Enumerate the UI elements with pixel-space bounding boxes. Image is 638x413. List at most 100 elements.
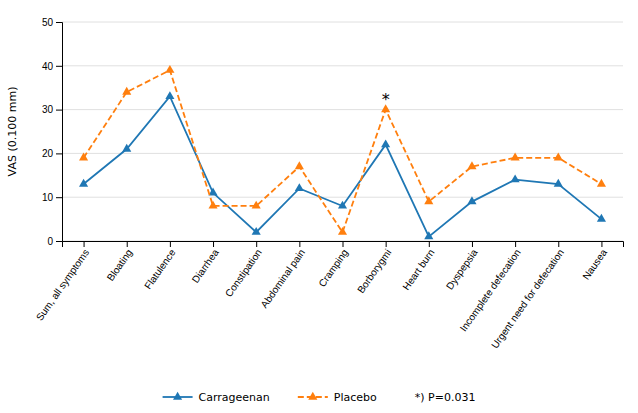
x-tick: Sum, all symptoms [34,241,91,323]
series-marker [424,196,433,204]
x-tick-label: Borborygmi [355,247,393,295]
series-line [84,70,602,232]
x-tick-mark [558,241,559,247]
series-marker [79,153,88,161]
series-marker [79,179,88,187]
x-tick: Constipation [223,241,264,299]
x-tick-mark [299,241,300,247]
x-tick-mark [256,241,257,247]
grid-line [62,153,623,154]
legend-item: Carrageenan [163,391,270,404]
series-group [79,65,606,239]
y-tick: 40 [42,61,62,72]
series-line [84,96,602,236]
x-tick: Bloating [105,241,135,283]
legend-item: Placebo [298,391,377,404]
x-tick: Diarrhea [190,241,221,285]
y-tick-mark [56,153,62,154]
x-tick-mark [472,241,473,247]
series-marker [467,196,476,204]
series-marker [424,231,433,239]
legend-label: Carrageenan [199,391,270,404]
x-tick-label: Dyspepsia [444,247,480,292]
legend: Carrageenan Placebo *) P=0.031 [163,391,476,404]
x-tick-mark [601,241,602,247]
x-axis-line [63,242,624,248]
x-tick-label: Constipation [223,247,264,299]
series-marker [511,174,520,182]
y-tick-mark [56,241,62,242]
x-tick: Urgent need for defecation [489,241,566,350]
legend-note: *) P=0.031 [415,391,476,404]
x-tick-label: Sum, all symptoms [34,247,91,323]
series-marker [511,153,520,161]
x-tick-mark [343,241,344,247]
y-tick-label: 10 [42,192,54,203]
grid-line [62,65,623,66]
legend-marker [173,392,182,400]
series-marker [381,139,390,147]
series-marker [252,227,261,235]
grid-line [62,22,623,23]
y-axis-line [56,23,63,242]
series-marker [165,65,174,73]
x-tick-label: Flatulence [142,247,178,291]
x-tick-mark [84,241,85,247]
annotation: * [382,90,390,109]
y-tick-mark [56,66,62,67]
y-tick: 50 [42,17,62,28]
y-tick-label: 50 [42,17,54,28]
x-tick: Nausea [580,241,609,282]
x-tick-label: Urgent need for defecation [489,247,566,350]
series-marker [122,144,131,152]
x-tick-mark [515,241,516,247]
y-tick: 0 [47,236,62,247]
x-tick-mark [429,241,430,247]
y-tick-mark [56,110,62,111]
x-tick-mark [127,241,128,247]
x-tick: Flatulence [142,241,178,291]
legend-label: Placebo [334,391,377,404]
series-marker [295,183,304,191]
series-marker [554,153,563,161]
series-marker [338,201,347,209]
plot-area: 0 10 20 30 40 50 Sum, all symptoms BloatingFlat… [34,17,624,351]
x-tick-label: Abdominal pain [259,247,308,310]
series-marker [597,179,606,187]
series-marker [295,161,304,169]
x-axis: Sum, all symptoms BloatingFlatulence Diarr… [34,241,624,350]
x-tick-label: Diarrhea [190,247,221,285]
series-marker [165,91,174,99]
y-tick-mark [56,197,62,198]
chart: 0 10 20 30 40 50 Sum, all symptoms BloatingFlat… [0,0,638,413]
x-tick: Heart burn [400,241,436,292]
series-marker [467,161,476,169]
y-tick-label: 30 [42,104,54,115]
grid [62,22,623,241]
series-marker [554,179,563,187]
grid-line [62,197,623,198]
series-marker [597,214,606,222]
x-tick: Abdominal pain [259,241,308,310]
series-marker [252,201,261,209]
series-marker [338,227,347,235]
x-tick-label: Heart burn [400,247,436,292]
y-tick-label: 20 [42,148,54,159]
x-tick-label: Cramping [316,247,350,289]
legend-marker [308,392,317,400]
x-tick-label: Nausea [580,247,609,282]
x-tick-mark [170,241,171,247]
y-tick-label: 0 [47,236,53,247]
y-tick: 30 [42,104,62,115]
series-marker [208,201,217,209]
y-tick-mark [56,22,62,23]
y-axis-title: VAS (0.100 mm) [6,87,19,177]
x-tick-mark [213,241,214,247]
x-tick-mark [386,241,387,247]
y-tick: 10 [42,192,62,203]
series-marker [122,87,131,95]
grid-line [62,109,623,110]
y-tick: 20 [42,148,62,159]
x-tick: Cramping [316,241,350,289]
y-axis: 0 10 20 30 40 50 [42,17,63,247]
